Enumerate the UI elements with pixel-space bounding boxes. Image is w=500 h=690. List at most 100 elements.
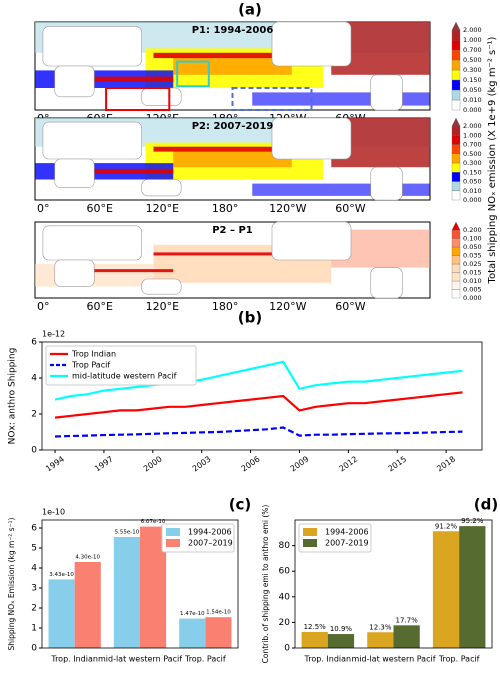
map-title: P2: 2007-2019 — [192, 121, 274, 132]
value-label: 6.07e-10 — [141, 519, 166, 525]
y-tick-label: 2 — [31, 604, 37, 614]
colorbar-tick-label: 0.000 — [463, 106, 482, 114]
colorbar-tick-label: 0.000 — [463, 294, 482, 302]
y-axis-label: Shipping NOₓ Emission (kg m⁻² s⁻¹) — [7, 517, 16, 650]
lon-label: 60°E — [86, 300, 112, 313]
y-tick-label: 4 — [31, 374, 37, 384]
colorbar-segment — [451, 99, 461, 111]
bar — [74, 562, 101, 648]
value-label: 12.3% — [369, 623, 392, 631]
y-tick-label: 1 — [31, 624, 37, 634]
value-label: 5.55e-10 — [115, 530, 140, 536]
y-tick-label: 0 — [31, 446, 37, 456]
y-tick-label: 60 — [279, 567, 291, 577]
map-title: P1: 1994-2006 — [192, 25, 274, 36]
y-tick-label: 40 — [279, 592, 291, 602]
colorbar-segment — [451, 280, 461, 290]
y-offset-label: 1e-10 — [42, 508, 65, 517]
bar — [432, 531, 460, 648]
colorbar-segment — [451, 39, 461, 51]
colorbar-segment — [451, 153, 461, 164]
colorbar-segment — [451, 229, 461, 239]
value-label: 1.47e-10 — [180, 611, 205, 617]
colorbar-tick-label: 0.015 — [463, 269, 482, 277]
land — [54, 158, 95, 189]
land — [141, 179, 182, 197]
colorbar-tick-label: 0.200 — [463, 226, 482, 234]
land — [271, 21, 352, 67]
colorbar-tick-label: 2.000 — [463, 26, 482, 34]
value-label: 1.54e-10 — [206, 610, 231, 616]
y-tick-label: 5 — [31, 544, 37, 554]
colorbar-tick-label: 0.500 — [463, 150, 482, 158]
value-label: 12.5% — [304, 623, 327, 631]
land — [54, 259, 95, 287]
lon-label: 120°E — [146, 300, 179, 313]
colorbar-segment — [451, 263, 461, 273]
legend-label: 2007-2019 — [325, 539, 369, 548]
map-field — [252, 92, 430, 106]
value-label: 10.9% — [330, 625, 353, 633]
colorbar-arrow — [451, 21, 461, 31]
x-tick-label: Trop. Indian — [50, 655, 98, 664]
colorbar-tick-label: 0.300 — [463, 159, 482, 167]
y-axis-label: NOx: anthro Shipping — [8, 348, 18, 445]
land — [54, 65, 95, 98]
land — [370, 74, 403, 111]
bar — [205, 617, 232, 648]
map-field — [173, 150, 292, 168]
legend-label: 2007–2019 — [188, 539, 233, 548]
colorbar-segment — [451, 89, 461, 101]
colorbar-tick-label: 0.500 — [463, 56, 482, 64]
panel-label: (b) — [238, 309, 262, 327]
x-tick-label: 2009 — [289, 454, 311, 473]
legend-swatch — [303, 528, 317, 536]
x-tick-label: 2018 — [435, 454, 457, 473]
colorbar-arrow — [451, 221, 461, 231]
colorbar-tick-label: 0.035 — [463, 252, 482, 260]
colorbar-tick-label: 0.005 — [463, 286, 482, 294]
land — [42, 121, 142, 160]
value-label: 4.30e-10 — [75, 555, 100, 561]
region-box — [231, 87, 313, 111]
line — [54, 391, 463, 419]
legend-box — [45, 345, 197, 386]
map: P1: 1994-20060°60°E120°E180°120°W60°W0.0… — [34, 21, 482, 125]
colorbar-tick-label: 0.050 — [463, 178, 482, 186]
legend-label: mid-latitude western Pacif — [72, 372, 177, 381]
colorbar-segment — [451, 79, 461, 91]
map-field — [153, 252, 332, 256]
colorbar-tick-label: 0.050 — [463, 86, 482, 94]
map-field — [153, 52, 332, 59]
y-tick-label: 0 — [31, 644, 37, 654]
colorbar-tick-label: 0.025 — [463, 260, 482, 268]
panel-label: (a) — [238, 1, 262, 19]
colorbar-tick-label: 0.010 — [463, 187, 482, 195]
legend-label: 1994-2006 — [325, 528, 369, 537]
region-box — [176, 60, 210, 88]
value-label: 3.43e-10 — [49, 572, 74, 578]
y-tick-label: 20 — [279, 618, 291, 628]
panel-label: (c) — [229, 496, 252, 514]
bar — [301, 632, 328, 648]
lon-label: 0° — [37, 300, 50, 313]
x-tick-label: 2006 — [240, 454, 262, 473]
lon-label: 60°W — [335, 300, 365, 313]
plot-frame — [41, 341, 483, 451]
x-tick-label: Trop. Pacif — [184, 655, 226, 664]
land — [271, 221, 352, 261]
colorbar-segment — [451, 144, 461, 154]
colorbar-tick-label: 0.100 — [463, 235, 482, 243]
colorbar-tick-label: 0.700 — [463, 46, 482, 54]
map-field — [54, 76, 174, 82]
lon-label: 180° — [212, 300, 239, 313]
line — [55, 426, 463, 438]
value-label: 17.7% — [396, 616, 419, 624]
colorbar-segment — [451, 181, 461, 191]
colorbar-arrow — [451, 117, 461, 127]
colorbar-segment — [451, 272, 461, 282]
colorbar-tick-label: 1.000 — [463, 36, 482, 44]
colorbar-tick-label: 1.000 — [463, 131, 482, 139]
y-axis-label: Contrib. of shipping emi to anthro emi (… — [261, 505, 270, 664]
line — [54, 360, 463, 401]
